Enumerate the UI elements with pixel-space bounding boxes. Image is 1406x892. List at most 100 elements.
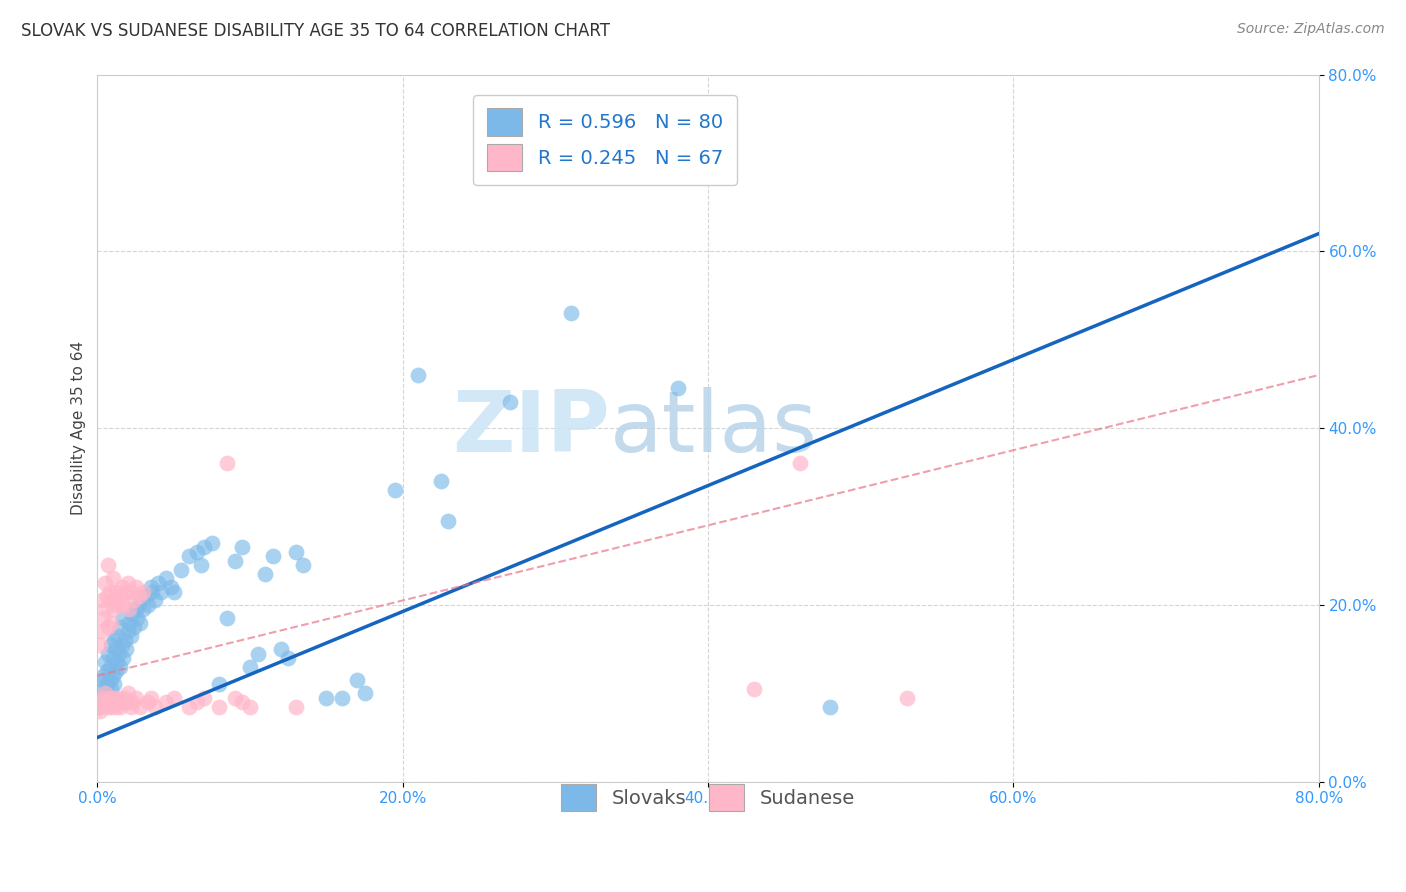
Point bbox=[114, 633, 136, 648]
Point bbox=[262, 549, 284, 564]
Point bbox=[107, 690, 129, 705]
Point bbox=[93, 668, 115, 682]
Point bbox=[93, 611, 115, 625]
Point bbox=[90, 695, 112, 709]
Point bbox=[90, 593, 112, 607]
Text: atlas: atlas bbox=[610, 386, 818, 469]
Point bbox=[330, 690, 353, 705]
Point bbox=[231, 695, 253, 709]
Point bbox=[97, 620, 120, 634]
Point bbox=[112, 611, 135, 625]
Point bbox=[177, 549, 200, 564]
Point bbox=[100, 615, 122, 630]
Point bbox=[239, 699, 262, 714]
Point bbox=[94, 602, 117, 616]
Point bbox=[117, 624, 139, 639]
Point bbox=[217, 457, 239, 471]
Point bbox=[177, 699, 200, 714]
Point bbox=[284, 699, 307, 714]
Point bbox=[208, 699, 231, 714]
Point bbox=[110, 699, 132, 714]
Point bbox=[124, 602, 146, 616]
Text: SLOVAK VS SUDANESE DISABILITY AGE 35 TO 64 CORRELATION CHART: SLOVAK VS SUDANESE DISABILITY AGE 35 TO … bbox=[21, 22, 610, 40]
Point bbox=[208, 677, 231, 691]
Point bbox=[141, 584, 163, 599]
Point bbox=[101, 695, 124, 709]
Point bbox=[190, 558, 212, 573]
Point bbox=[270, 642, 292, 657]
Point bbox=[101, 668, 124, 682]
Point bbox=[124, 690, 146, 705]
Point bbox=[120, 629, 142, 643]
Point bbox=[120, 699, 142, 714]
Point bbox=[277, 651, 299, 665]
Point bbox=[139, 690, 162, 705]
Point bbox=[93, 690, 115, 705]
Point bbox=[103, 593, 125, 607]
Point bbox=[406, 368, 429, 382]
Point bbox=[105, 695, 128, 709]
Point bbox=[896, 690, 918, 705]
Point bbox=[163, 690, 186, 705]
Point bbox=[111, 638, 134, 652]
Point bbox=[89, 638, 111, 652]
Point bbox=[87, 699, 110, 714]
Point bbox=[170, 562, 193, 576]
Point bbox=[96, 677, 118, 691]
Point bbox=[148, 575, 170, 590]
Point bbox=[384, 483, 406, 497]
Point bbox=[98, 673, 121, 687]
Point bbox=[159, 580, 181, 594]
Point bbox=[128, 589, 150, 603]
Point bbox=[155, 695, 177, 709]
Point bbox=[129, 615, 152, 630]
Point bbox=[186, 695, 208, 709]
Point bbox=[129, 699, 152, 714]
Point bbox=[115, 642, 138, 657]
Point bbox=[94, 656, 117, 670]
Point bbox=[789, 457, 811, 471]
Point bbox=[94, 686, 117, 700]
Point bbox=[136, 695, 159, 709]
Point bbox=[94, 686, 117, 700]
Point bbox=[101, 602, 124, 616]
Point bbox=[111, 695, 134, 709]
Point bbox=[96, 695, 118, 709]
Point bbox=[284, 545, 307, 559]
Point bbox=[231, 541, 253, 555]
Point bbox=[96, 589, 118, 603]
Point bbox=[560, 306, 582, 320]
Text: ZIP: ZIP bbox=[453, 386, 610, 469]
Point bbox=[132, 602, 155, 616]
Point bbox=[115, 695, 138, 709]
Point bbox=[118, 602, 141, 616]
Point bbox=[98, 584, 121, 599]
Point bbox=[145, 699, 167, 714]
Point bbox=[104, 699, 127, 714]
Point bbox=[139, 580, 162, 594]
Point bbox=[112, 598, 135, 612]
Point bbox=[132, 584, 155, 599]
Point bbox=[101, 651, 124, 665]
Point bbox=[135, 589, 157, 603]
Point bbox=[97, 690, 120, 705]
Point bbox=[124, 580, 146, 594]
Point bbox=[193, 541, 215, 555]
Point bbox=[163, 584, 186, 599]
Point bbox=[104, 642, 127, 657]
Point bbox=[110, 660, 132, 674]
Point bbox=[105, 598, 128, 612]
Point bbox=[155, 571, 177, 585]
Point bbox=[105, 629, 128, 643]
Point bbox=[100, 681, 122, 696]
Point bbox=[145, 593, 167, 607]
Point bbox=[254, 566, 277, 581]
Point bbox=[97, 699, 120, 714]
Point bbox=[96, 664, 118, 678]
Point bbox=[101, 571, 124, 585]
Point bbox=[201, 536, 224, 550]
Point bbox=[94, 575, 117, 590]
Point bbox=[217, 611, 239, 625]
Point bbox=[90, 673, 112, 687]
Point bbox=[107, 647, 129, 661]
